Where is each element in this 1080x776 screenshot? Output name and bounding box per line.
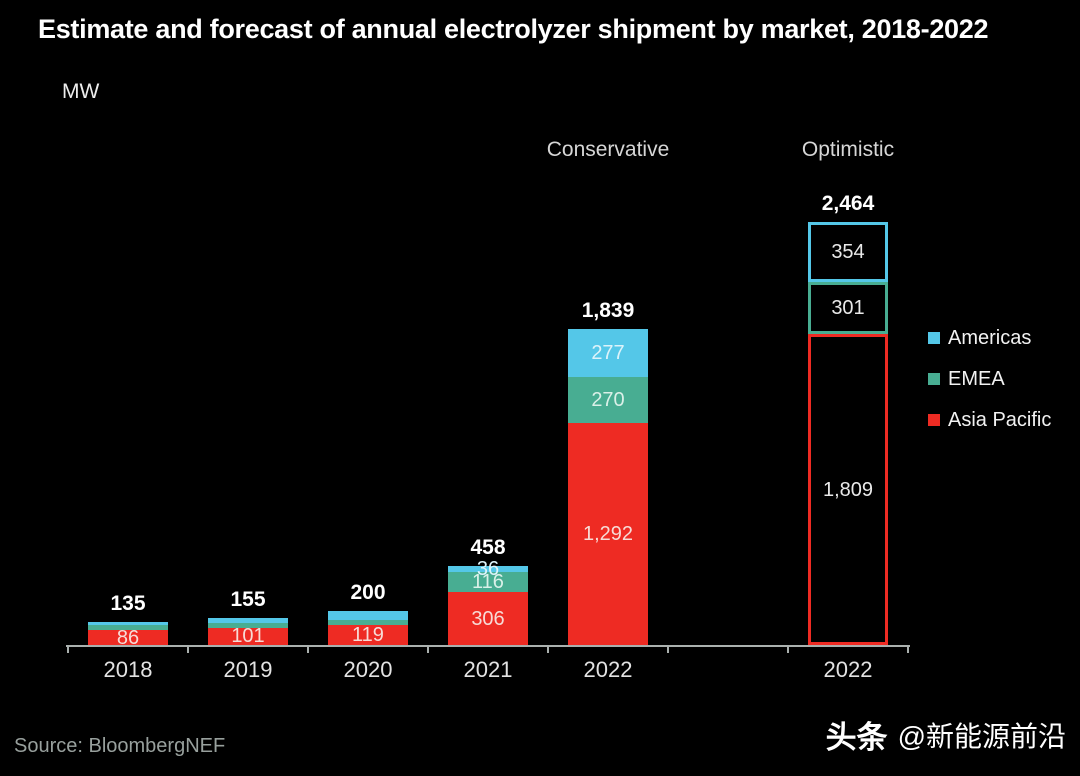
x-axis-tick [427, 645, 429, 653]
segment-value-label: 116 [472, 571, 504, 594]
bar-segment-americas: 354 [808, 221, 888, 283]
bar-segment-emea: 270 [568, 376, 648, 423]
x-axis-label: 2020 [343, 657, 393, 682]
bar-segment-emea [88, 625, 168, 631]
bar-segment-americas [208, 618, 288, 623]
x-axis-label: 2022 [823, 657, 873, 682]
segment-value-label: 301 [831, 297, 865, 320]
segment-value-label: 101 [231, 625, 265, 648]
bar-segment-emea: 116 [448, 572, 528, 592]
bar-total-label: 155 [230, 588, 266, 612]
legend-swatch-icon [928, 373, 940, 385]
x-axis-tick [787, 645, 789, 653]
x-axis-label: 2022 [583, 657, 633, 682]
watermark: 头条 @新能源前沿 [826, 712, 1066, 757]
bar-segment-americas: 277 [568, 329, 648, 377]
segment-value-label: 277 [591, 341, 625, 364]
x-axis-label: 2018 [103, 657, 153, 682]
x-axis-tick [187, 645, 189, 653]
watermark-handle: @新能源前沿 [897, 720, 1066, 752]
bar-segment-emea [208, 622, 288, 628]
legend-swatch-icon [928, 414, 940, 426]
bar-segment-asia-pacific: 119 [328, 623, 408, 646]
chart-title: Estimate and forecast of annual electrol… [38, 14, 989, 44]
watermark-brand: 头条 [825, 720, 888, 755]
bar-segment-asia-pacific: 86 [88, 626, 168, 649]
segment-value-label: 1,809 [822, 478, 874, 501]
unit-label: MW [62, 80, 100, 103]
bar-total-label: 200 [350, 580, 386, 604]
bar-segment-emea: 301 [808, 282, 888, 335]
x-axis-line [66, 645, 910, 647]
x-axis-tick [547, 645, 549, 653]
legend-swatch-icon [928, 332, 940, 344]
legend-item: Asia Pacific [928, 408, 1052, 431]
x-axis-label: 2021 [463, 657, 513, 682]
scenario-label: Conservative [546, 138, 670, 161]
bar-segment-emea [328, 620, 408, 625]
segment-value-label: 36 [476, 558, 500, 581]
bar-segment-americas [88, 621, 168, 626]
x-axis-tick [667, 645, 669, 653]
legend-label: Asia Pacific [948, 408, 1052, 431]
x-axis-tick [67, 645, 69, 653]
segment-value-label: 354 [831, 241, 865, 263]
bar-segment-americas [328, 610, 408, 621]
segment-value-label: 119 [352, 623, 384, 646]
scenario-label: Optimistic [801, 138, 895, 161]
bar-segment-asia-pacific: 101 [208, 625, 288, 648]
x-axis-tick [307, 645, 309, 653]
legend-item: Americas [928, 326, 1032, 349]
bar-total-label: 135 [110, 591, 146, 615]
bar-total-label: 458 [470, 536, 506, 560]
bar-segment-asia-pacific: 1,809 [808, 334, 888, 645]
bar-segment-asia-pacific: 306 [448, 592, 528, 645]
bar-segment-asia-pacific: 1,292 [568, 422, 648, 645]
legend-label: Americas [948, 326, 1032, 349]
legend-label: EMEA [948, 367, 1005, 390]
source-text: Source: BloombergNEF [14, 735, 226, 757]
bar-total-label: 1,839 [581, 299, 635, 322]
x-axis-tick [907, 645, 909, 653]
segment-value-label: 1,292 [582, 522, 634, 545]
legend-item: EMEA [928, 367, 1005, 390]
x-axis-label: 2019 [223, 657, 273, 682]
segment-value-label: 86 [116, 626, 140, 649]
segment-value-label: 306 [471, 607, 505, 630]
bar-segment-americas: 36 [448, 559, 528, 579]
segment-value-label: 270 [591, 388, 625, 411]
bar-total-label: 2,464 [821, 191, 875, 215]
